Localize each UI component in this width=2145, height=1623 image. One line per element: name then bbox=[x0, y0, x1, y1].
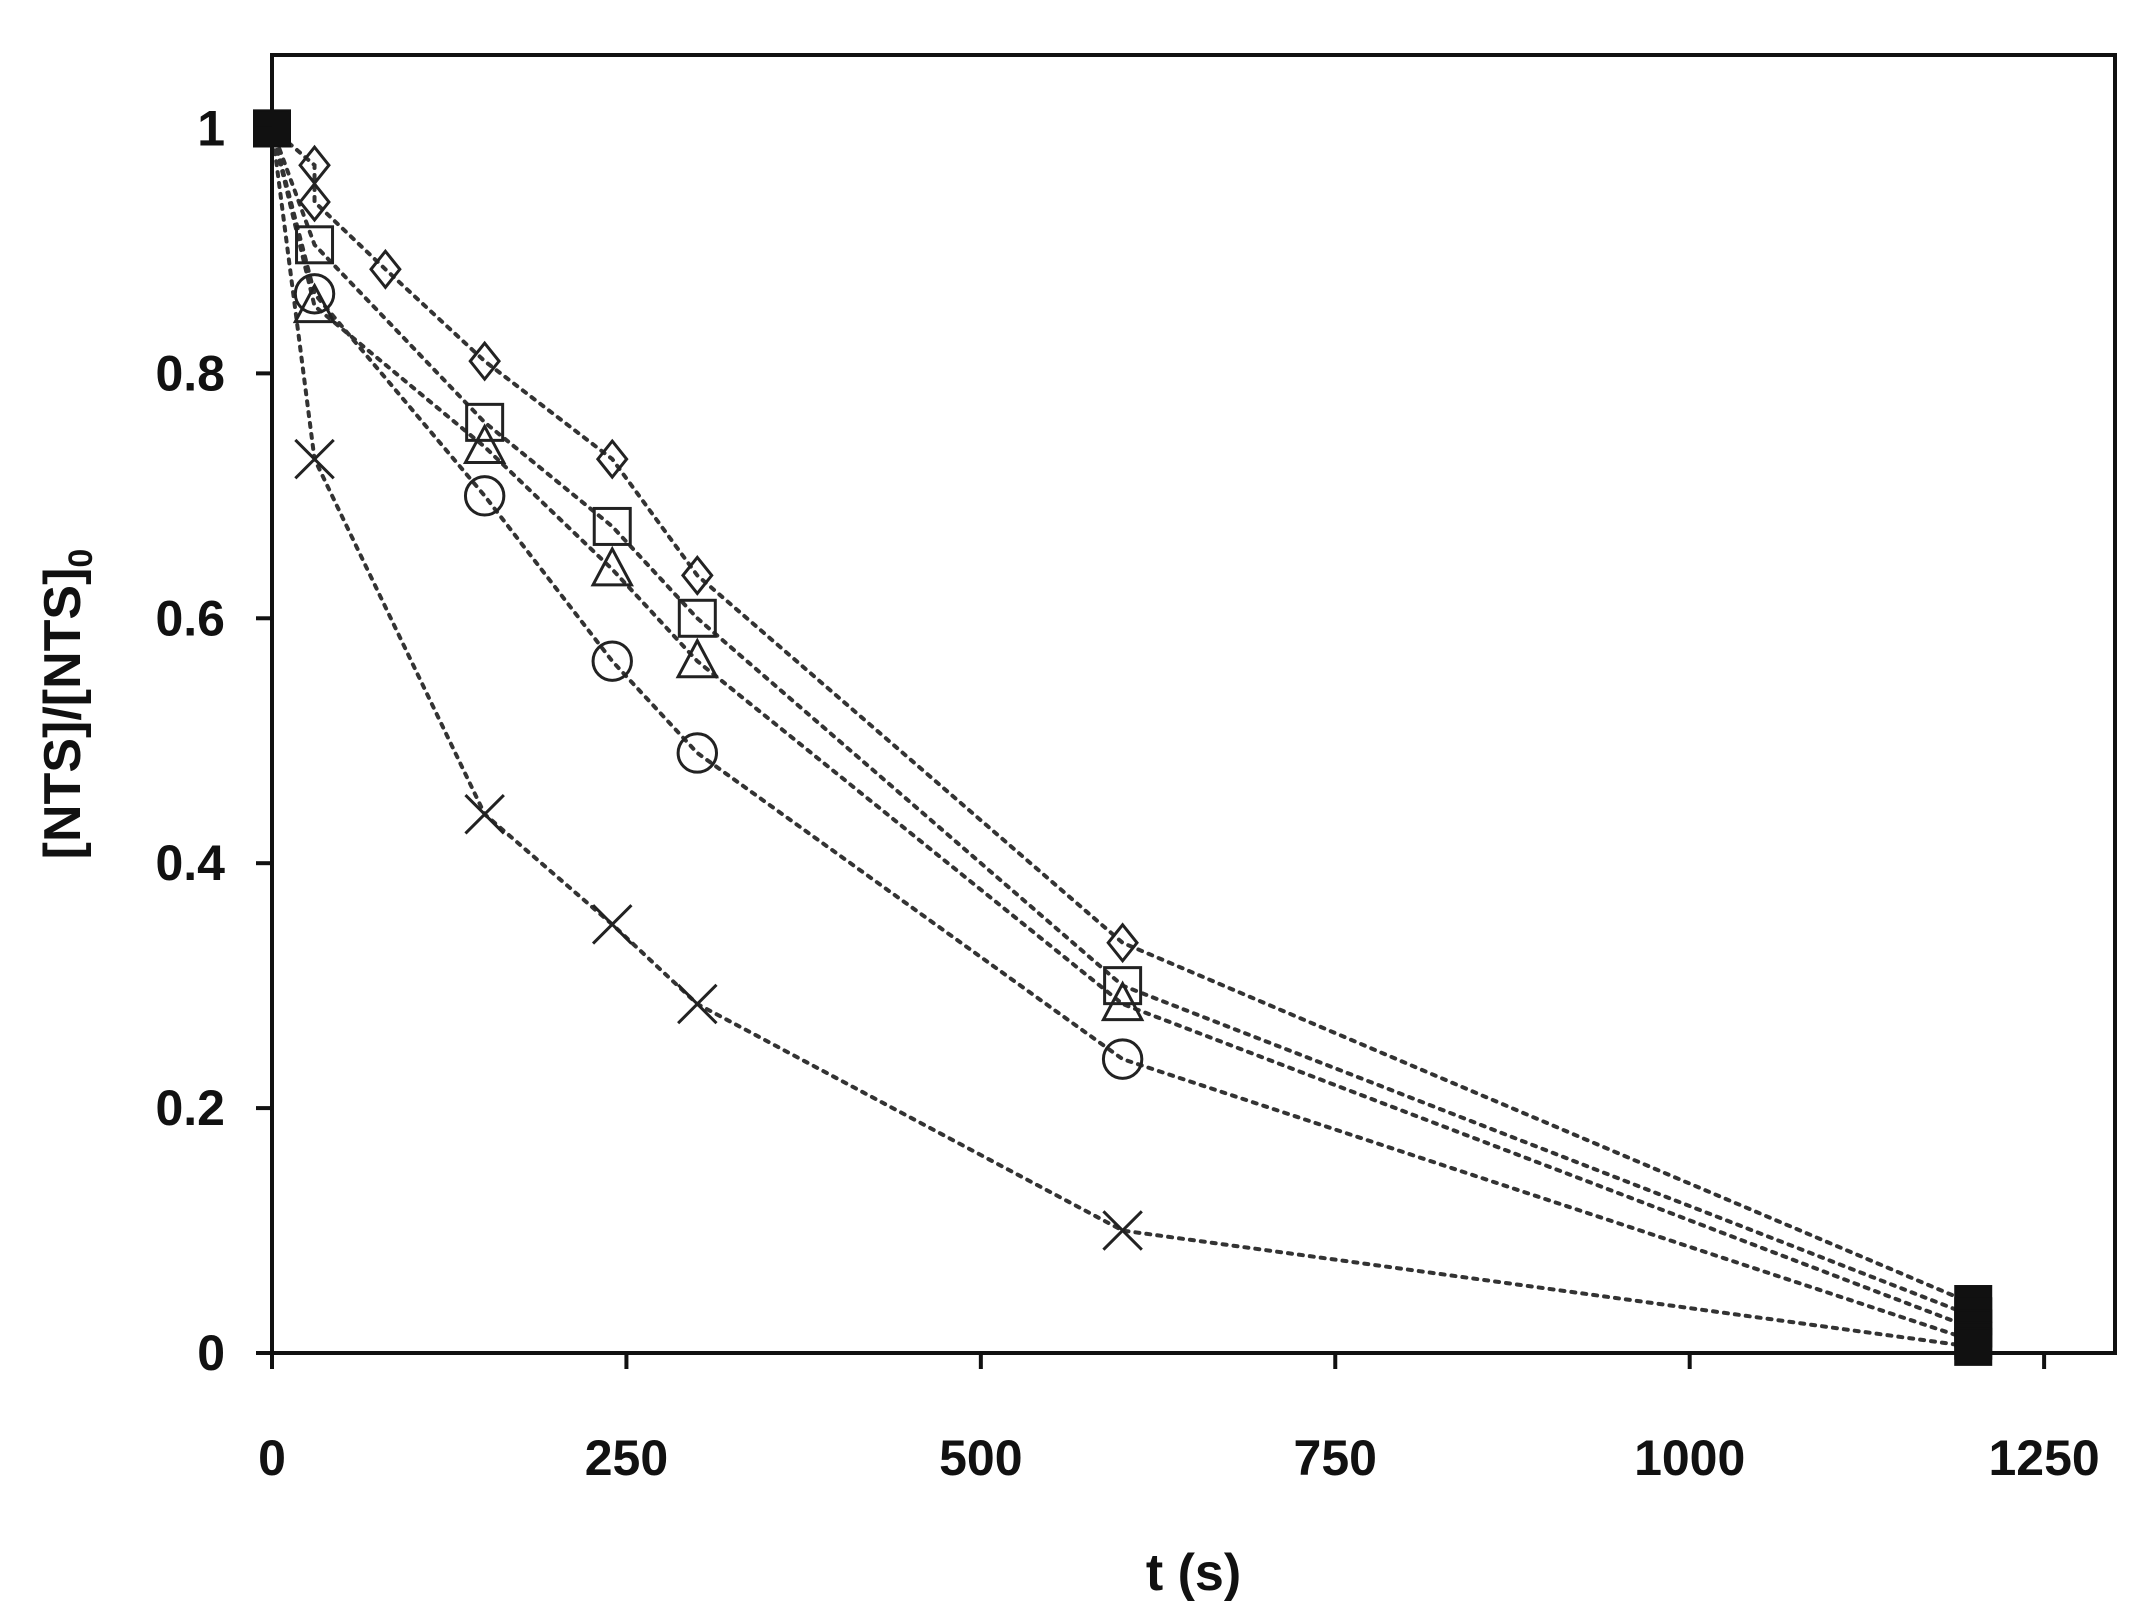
x-tick-label: 750 bbox=[1294, 1430, 1377, 1486]
cross-marker bbox=[677, 983, 718, 1025]
x-tick-label: 1000 bbox=[1634, 1430, 1745, 1486]
circle-marker bbox=[463, 475, 506, 517]
diamond-marker bbox=[595, 438, 629, 480]
triangle-marker bbox=[590, 545, 634, 587]
x-tick-label: 500 bbox=[939, 1430, 1022, 1486]
series-line bbox=[270, 126, 1976, 1307]
series-line bbox=[270, 126, 1976, 1343]
circle-marker bbox=[293, 273, 336, 315]
triangle-marker bbox=[292, 282, 337, 324]
y-tick-label: 0.4 bbox=[155, 835, 225, 891]
x-tick-label: 1250 bbox=[1988, 1430, 2099, 1486]
filled-square-marker bbox=[1954, 1327, 1993, 1366]
diamond-marker bbox=[680, 555, 714, 596]
cross-marker bbox=[1102, 1210, 1143, 1251]
cross-marker bbox=[294, 438, 335, 480]
x-axis-title: t (s) bbox=[1146, 1544, 1241, 1602]
y-axis-title: [NTS]/[NTS]0 bbox=[34, 549, 100, 860]
square-marker bbox=[465, 402, 505, 442]
cross-marker bbox=[464, 793, 505, 835]
y-axis-title-main: [NTS]/[NTS] bbox=[34, 568, 92, 860]
y-axis-title-subscript: 0 bbox=[62, 549, 100, 568]
diamond-marker bbox=[1106, 922, 1139, 964]
y-tick-label: 0.6 bbox=[155, 590, 225, 646]
y-tick-label: 1 bbox=[197, 100, 225, 156]
plot-frame bbox=[270, 53, 2117, 1355]
circle-marker bbox=[676, 732, 719, 774]
x-tick-label: 0 bbox=[258, 1430, 286, 1486]
x-tick-label: 250 bbox=[585, 1430, 668, 1486]
y-tick-label: 0 bbox=[197, 1325, 225, 1381]
axis-ticks: 0 250 500 750 1000 1250 0 0.2 0.4 0.6 0.8 1 bbox=[155, 100, 2099, 1486]
cross-marker bbox=[591, 904, 633, 945]
triangle-marker bbox=[462, 423, 507, 464]
circle-marker bbox=[591, 640, 633, 682]
triangle-marker bbox=[675, 637, 720, 679]
square-marker bbox=[592, 506, 632, 546]
diamond-marker bbox=[369, 248, 402, 290]
triangle-marker bbox=[1100, 980, 1145, 1022]
square-marker bbox=[677, 598, 717, 638]
diamond-marker bbox=[298, 181, 331, 223]
diamond-marker bbox=[468, 340, 501, 382]
square-marker bbox=[1103, 966, 1143, 1006]
square-marker bbox=[295, 225, 335, 265]
circle-marker bbox=[1101, 1038, 1144, 1080]
y-tick-label: 0.2 bbox=[155, 1080, 225, 1136]
y-tick-label: 0.8 bbox=[155, 345, 225, 401]
